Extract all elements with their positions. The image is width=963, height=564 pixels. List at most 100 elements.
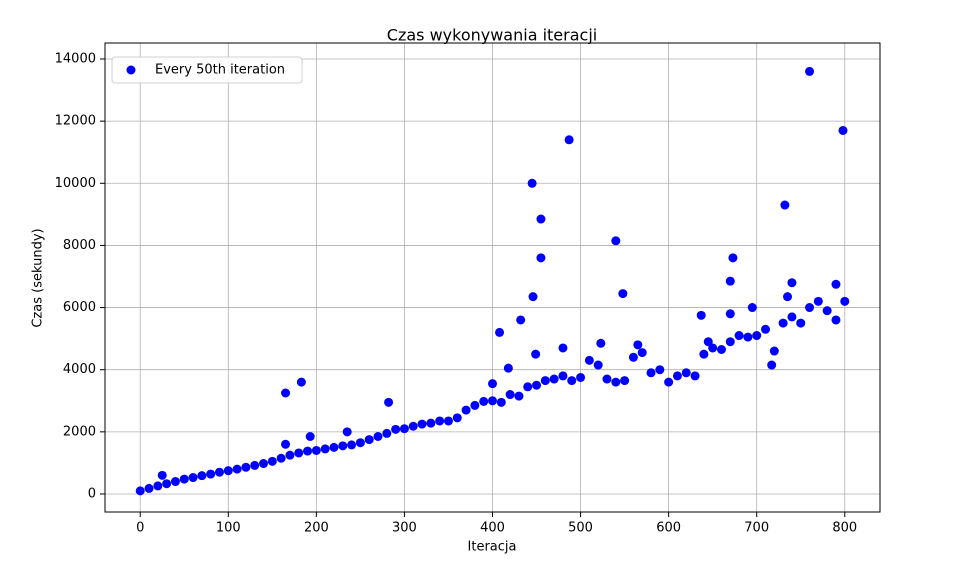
- point: [342, 427, 352, 437]
- point: [699, 349, 709, 359]
- point: [223, 466, 233, 476]
- point: [549, 374, 559, 384]
- point: [276, 453, 286, 463]
- point: [523, 382, 533, 392]
- point: [250, 460, 260, 470]
- point: [796, 318, 806, 328]
- point: [303, 446, 313, 456]
- x-tick-label: 0: [136, 521, 144, 536]
- point: [355, 438, 365, 448]
- point: [787, 312, 797, 322]
- point: [496, 397, 506, 407]
- point: [426, 418, 436, 428]
- point: [567, 376, 577, 386]
- point: [384, 397, 394, 407]
- point: [831, 279, 841, 289]
- point: [611, 236, 621, 246]
- chart-title: Czas wykonywania iteracji: [387, 26, 597, 45]
- legend-label: Every 50th iteration: [155, 63, 285, 78]
- x-tick-label: 200: [304, 521, 329, 536]
- point: [479, 396, 489, 406]
- point: [443, 416, 453, 426]
- point: [725, 337, 735, 347]
- legend-marker: [126, 65, 136, 75]
- point: [690, 371, 700, 381]
- point: [435, 416, 445, 426]
- point: [618, 289, 628, 299]
- point: [296, 377, 306, 387]
- point: [780, 200, 790, 210]
- point: [805, 303, 815, 313]
- x-tick-label: 100: [216, 521, 241, 536]
- x-tick-label: 800: [832, 521, 857, 536]
- point: [769, 346, 779, 356]
- y-tick-label: 6000: [63, 300, 96, 315]
- point: [840, 296, 850, 306]
- point: [311, 445, 321, 455]
- point: [135, 486, 145, 496]
- y-axis-label: Czas (sekundy): [31, 228, 46, 327]
- point: [514, 391, 524, 401]
- point: [628, 352, 638, 362]
- point: [536, 253, 546, 263]
- point: [611, 377, 621, 387]
- point: [564, 135, 574, 145]
- plot-frame: [104, 42, 881, 513]
- point: [743, 332, 753, 342]
- point: [681, 368, 691, 378]
- point: [320, 444, 330, 454]
- point: [495, 327, 505, 337]
- point: [516, 315, 526, 325]
- y-tick-label: 10000: [55, 176, 96, 191]
- point: [536, 214, 546, 224]
- point: [329, 442, 339, 452]
- point: [747, 303, 757, 313]
- point: [373, 432, 383, 442]
- point: [838, 125, 848, 135]
- point: [197, 471, 207, 481]
- point: [558, 371, 568, 381]
- point: [488, 379, 497, 389]
- point: [703, 337, 713, 347]
- point: [347, 440, 357, 450]
- point: [778, 318, 788, 328]
- point: [805, 66, 815, 76]
- point: [179, 474, 189, 484]
- point: [259, 459, 269, 469]
- point: [696, 310, 706, 320]
- x-tick-label: 700: [744, 521, 769, 536]
- point: [655, 365, 665, 375]
- point: [267, 456, 277, 466]
- point: [214, 467, 224, 477]
- x-tick-label: 500: [568, 521, 593, 536]
- point: [672, 371, 682, 381]
- point: [783, 292, 793, 302]
- y-tick-label: 4000: [63, 362, 96, 377]
- point: [408, 421, 418, 431]
- point: [767, 360, 777, 370]
- point: [728, 253, 738, 263]
- point: [232, 464, 242, 474]
- x-tick-label: 300: [392, 521, 417, 536]
- point: [505, 390, 515, 400]
- point: [761, 324, 771, 334]
- point: [813, 296, 823, 306]
- point: [285, 450, 295, 460]
- point: [281, 388, 291, 398]
- point: [144, 483, 154, 493]
- point: [391, 424, 401, 434]
- point: [305, 432, 315, 442]
- point: [528, 292, 538, 302]
- point: [540, 376, 550, 386]
- point: [527, 178, 537, 188]
- point: [153, 481, 163, 491]
- x-tick-label: 400: [480, 521, 505, 536]
- point: [620, 376, 630, 386]
- point: [637, 348, 647, 358]
- point: [576, 372, 586, 382]
- point: [752, 331, 762, 341]
- point: [708, 343, 718, 353]
- point: [382, 428, 392, 438]
- point: [503, 363, 513, 373]
